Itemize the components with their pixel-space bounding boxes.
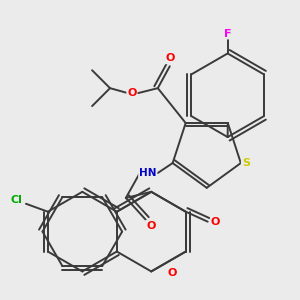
Text: HN: HN [139,168,157,178]
Text: F: F [224,28,231,38]
Text: O: O [127,88,136,98]
Text: O: O [165,53,174,63]
Text: O: O [168,268,177,278]
Text: S: S [242,158,250,168]
Text: Cl: Cl [10,195,22,205]
Text: O: O [146,221,155,231]
Text: O: O [211,217,220,227]
